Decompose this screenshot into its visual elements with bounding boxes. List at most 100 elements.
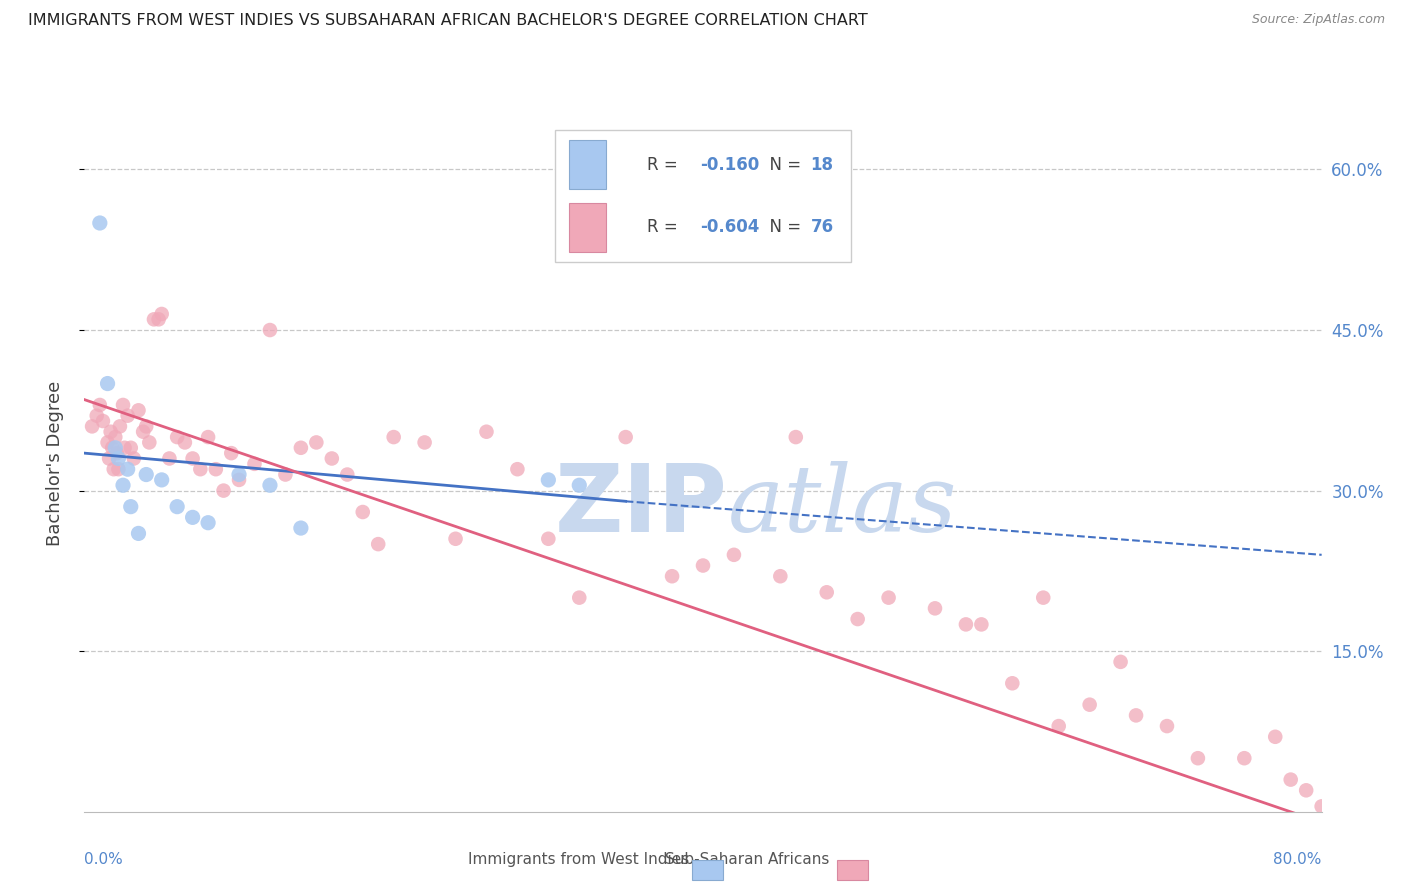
Point	[815, 585, 838, 599]
Point	[105, 446, 128, 460]
Text: 0.0%: 0.0%	[84, 852, 124, 867]
Point	[112, 398, 135, 412]
Point	[91, 414, 114, 428]
Point	[290, 441, 312, 455]
Point	[117, 462, 139, 476]
Point	[413, 435, 436, 450]
Point	[382, 430, 405, 444]
Point	[1264, 730, 1286, 744]
Point	[100, 425, 122, 439]
Point	[138, 435, 160, 450]
Text: R =: R =	[647, 219, 683, 236]
Point	[82, 419, 104, 434]
Point	[614, 430, 637, 444]
Point	[159, 451, 181, 466]
Point	[537, 532, 560, 546]
Point	[1310, 799, 1333, 814]
Point	[89, 398, 111, 412]
Text: -0.160: -0.160	[700, 156, 759, 174]
Point	[132, 425, 155, 439]
Text: R =: R =	[647, 156, 683, 174]
Point	[259, 478, 281, 492]
Point	[305, 435, 328, 450]
Point	[150, 473, 173, 487]
Point	[537, 473, 560, 487]
Point	[212, 483, 235, 498]
Text: 76: 76	[811, 219, 834, 236]
Point	[98, 451, 121, 466]
Point	[117, 409, 139, 423]
Point	[506, 462, 529, 476]
Point	[444, 532, 467, 546]
Y-axis label: Bachelor's Degree: Bachelor's Degree	[45, 381, 63, 547]
Point	[166, 500, 188, 514]
Point	[150, 307, 173, 321]
Point	[367, 537, 389, 551]
Point	[120, 441, 142, 455]
Text: Immigrants from West Indies: Immigrants from West Indies	[468, 852, 689, 867]
Point	[1032, 591, 1054, 605]
Point	[135, 467, 157, 482]
FancyBboxPatch shape	[569, 140, 606, 189]
Text: Source: ZipAtlas.com: Source: ZipAtlas.com	[1251, 13, 1385, 27]
Point	[114, 441, 136, 455]
Point	[970, 617, 993, 632]
Point	[128, 403, 150, 417]
Point	[197, 430, 219, 444]
Point	[1109, 655, 1132, 669]
Text: IMMIGRANTS FROM WEST INDIES VS SUBSAHARAN AFRICAN BACHELOR'S DEGREE CORRELATION : IMMIGRANTS FROM WEST INDIES VS SUBSAHARA…	[28, 13, 868, 29]
Point	[769, 569, 792, 583]
Point	[1047, 719, 1070, 733]
Point	[101, 441, 124, 455]
FancyBboxPatch shape	[569, 203, 606, 252]
Text: 18: 18	[811, 156, 834, 174]
Point	[107, 462, 129, 476]
Point	[336, 467, 359, 482]
Point	[243, 457, 266, 471]
Point	[120, 500, 142, 514]
Text: atlas: atlas	[728, 460, 957, 550]
Point	[228, 467, 250, 482]
Text: N =: N =	[759, 156, 806, 174]
Point	[86, 409, 108, 423]
Point	[1078, 698, 1101, 712]
Point	[924, 601, 946, 615]
Point	[103, 462, 125, 476]
Point	[221, 446, 243, 460]
Point	[97, 376, 120, 391]
Point	[181, 510, 204, 524]
Point	[290, 521, 312, 535]
Point	[107, 451, 129, 466]
Point	[568, 591, 591, 605]
Point	[723, 548, 745, 562]
Point	[1295, 783, 1317, 797]
Point	[1187, 751, 1209, 765]
Point	[661, 569, 683, 583]
Point	[321, 451, 343, 466]
Point	[104, 430, 127, 444]
Text: Sub-Saharan Africans: Sub-Saharan Africans	[665, 852, 830, 867]
Point	[97, 435, 120, 450]
Point	[877, 591, 900, 605]
Point	[352, 505, 374, 519]
Point	[955, 617, 977, 632]
Point	[692, 558, 714, 573]
Point	[112, 478, 135, 492]
Point	[181, 451, 204, 466]
Point	[475, 425, 498, 439]
Point	[274, 467, 297, 482]
Point	[1125, 708, 1147, 723]
Point	[128, 526, 150, 541]
Point	[205, 462, 228, 476]
Point	[197, 516, 219, 530]
Text: 80.0%: 80.0%	[1274, 852, 1322, 867]
Point	[122, 451, 145, 466]
Point	[188, 462, 212, 476]
Point	[104, 441, 127, 455]
Point	[143, 312, 166, 326]
Point	[228, 473, 250, 487]
Point	[1001, 676, 1024, 690]
FancyBboxPatch shape	[554, 130, 852, 262]
Text: ZIP: ZIP	[555, 459, 728, 551]
Point	[148, 312, 170, 326]
